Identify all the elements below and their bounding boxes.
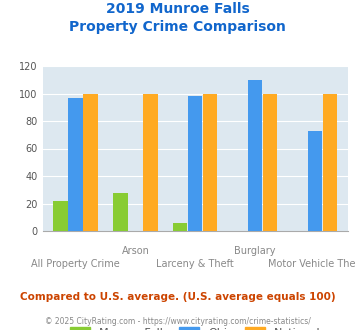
Bar	[53, 201, 68, 231]
Text: All Property Crime: All Property Crime	[31, 259, 120, 269]
Text: Compared to U.S. average. (U.S. average equals 100): Compared to U.S. average. (U.S. average …	[20, 292, 335, 302]
Text: © 2025 CityRating.com - https://www.cityrating.com/crime-statistics/: © 2025 CityRating.com - https://www.city…	[45, 317, 310, 326]
Legend: Munroe Falls, Ohio, National: Munroe Falls, Ohio, National	[65, 322, 325, 330]
Bar	[113, 192, 127, 231]
Text: Motor Vehicle Theft: Motor Vehicle Theft	[268, 259, 355, 269]
Bar	[143, 93, 158, 231]
Bar	[308, 131, 322, 231]
Text: Arson: Arson	[121, 246, 149, 256]
Bar	[69, 98, 83, 231]
Text: Property Crime Comparison: Property Crime Comparison	[69, 20, 286, 34]
Bar	[188, 96, 202, 231]
Text: Larceny & Theft: Larceny & Theft	[156, 259, 234, 269]
Bar	[83, 93, 98, 231]
Bar	[248, 80, 262, 231]
Bar	[173, 223, 187, 231]
Bar	[323, 93, 337, 231]
Text: Burglary: Burglary	[234, 246, 276, 256]
Text: 2019 Munroe Falls: 2019 Munroe Falls	[106, 2, 249, 16]
Bar	[263, 93, 277, 231]
Bar	[203, 93, 217, 231]
